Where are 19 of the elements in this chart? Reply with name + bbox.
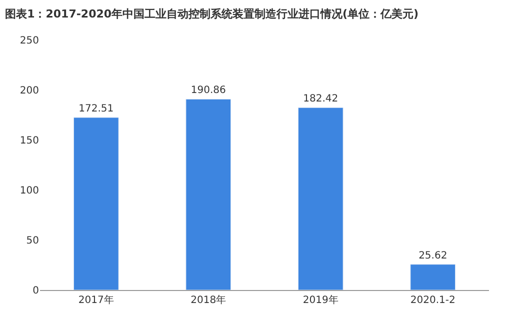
y-tick-label: 50 (26, 236, 39, 246)
y-tick-label: 200 (20, 86, 39, 96)
x-tick-label: 2020.1-2 (410, 295, 456, 306)
x-tick-label: 2017年 (78, 294, 114, 306)
y-tick-label: 0 (32, 286, 39, 296)
x-tick-label: 2019年 (302, 294, 338, 306)
y-tick-label: 100 (20, 186, 39, 196)
bar (73, 117, 119, 290)
data-label: 25.62 (418, 250, 448, 262)
bar (298, 107, 344, 290)
data-label: 182.42 (303, 94, 338, 105)
y-tick-label: 150 (20, 136, 39, 146)
data-label: 172.51 (78, 103, 114, 114)
data-label: 190.86 (190, 85, 226, 96)
y-tick-label: 250 (20, 36, 39, 46)
bar (186, 98, 232, 290)
x-tick-label: 2018年 (190, 294, 226, 306)
chart-title: 图表1：2017-2020年中国工业自动控制系统装置制造行业进口情况(单位：亿美元) (5, 7, 419, 20)
bar (410, 264, 456, 290)
